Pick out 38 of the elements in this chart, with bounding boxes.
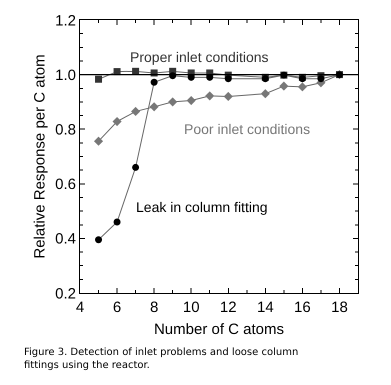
point xyxy=(260,89,270,98)
y-tick-label: 0.8 xyxy=(55,121,76,138)
series-label: Poor inlet conditions xyxy=(184,121,310,137)
y-tick-label: 0.2 xyxy=(55,285,76,302)
y-tick-label: 0.4 xyxy=(55,230,76,248)
x-tick-label: 8 xyxy=(150,299,158,316)
point xyxy=(150,102,159,112)
y-tick-label: 0.6 xyxy=(55,176,76,194)
x-tick-label: 12 xyxy=(220,299,237,316)
series-label: Leak in column fitting xyxy=(136,199,268,215)
x-tick-label: 16 xyxy=(294,299,311,316)
point xyxy=(298,82,307,92)
y-tick-label: 1.2 xyxy=(55,12,76,30)
point xyxy=(95,76,102,83)
point xyxy=(205,91,214,100)
x-tick-label: 18 xyxy=(331,299,348,316)
x-tick-label: 10 xyxy=(182,299,200,316)
x-tick-label: 6 xyxy=(112,299,122,316)
point xyxy=(131,106,140,116)
point xyxy=(168,97,178,106)
point xyxy=(150,78,158,86)
point xyxy=(317,75,324,82)
series-label: Proper inlet conditions xyxy=(130,49,269,65)
x-tick-label: 14 xyxy=(256,299,274,316)
point xyxy=(114,218,121,226)
point xyxy=(112,117,122,126)
caption: Figure 3. Detection of inlet problems and loose column fittings using the reactor. xyxy=(24,347,298,371)
x-tick-label: 4 xyxy=(76,299,84,316)
point xyxy=(224,75,232,82)
point xyxy=(132,164,140,171)
y-axis-title: Relative Response per C atom xyxy=(31,54,48,259)
point xyxy=(95,236,102,244)
x-axis-title: Number of C atoms xyxy=(154,321,284,338)
point xyxy=(224,92,233,101)
point xyxy=(186,96,196,106)
point xyxy=(279,82,288,91)
point xyxy=(94,136,104,146)
y-tick-label: 1.0 xyxy=(55,66,76,84)
